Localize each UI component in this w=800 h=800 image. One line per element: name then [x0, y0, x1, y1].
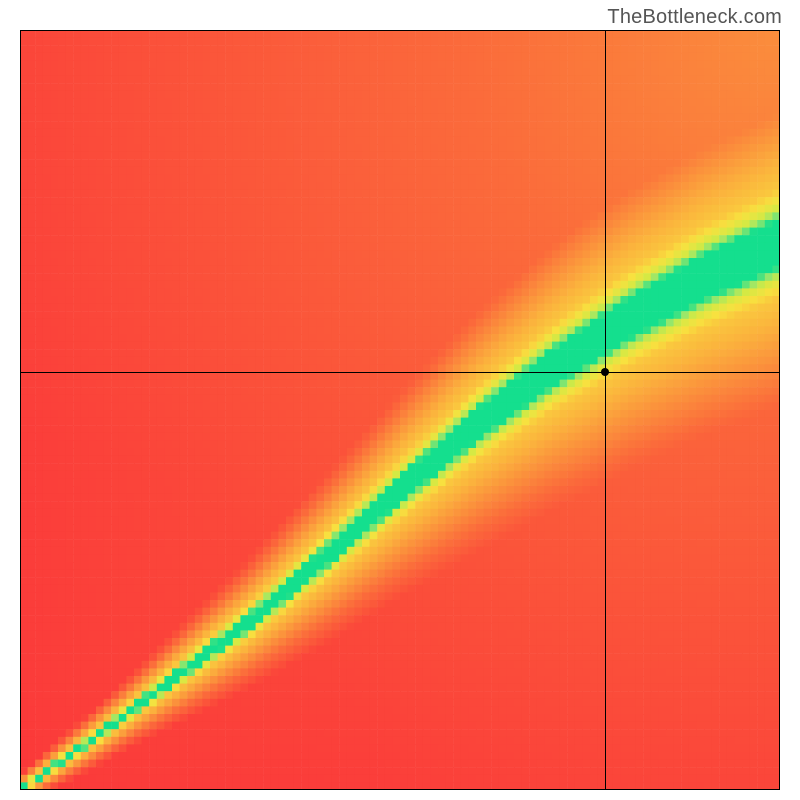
watermark-text: TheBottleneck.com — [607, 6, 782, 29]
chart-container: TheBottleneck.com — [0, 0, 800, 800]
heatmap-plot — [20, 30, 780, 790]
heatmap-canvas — [20, 30, 780, 790]
